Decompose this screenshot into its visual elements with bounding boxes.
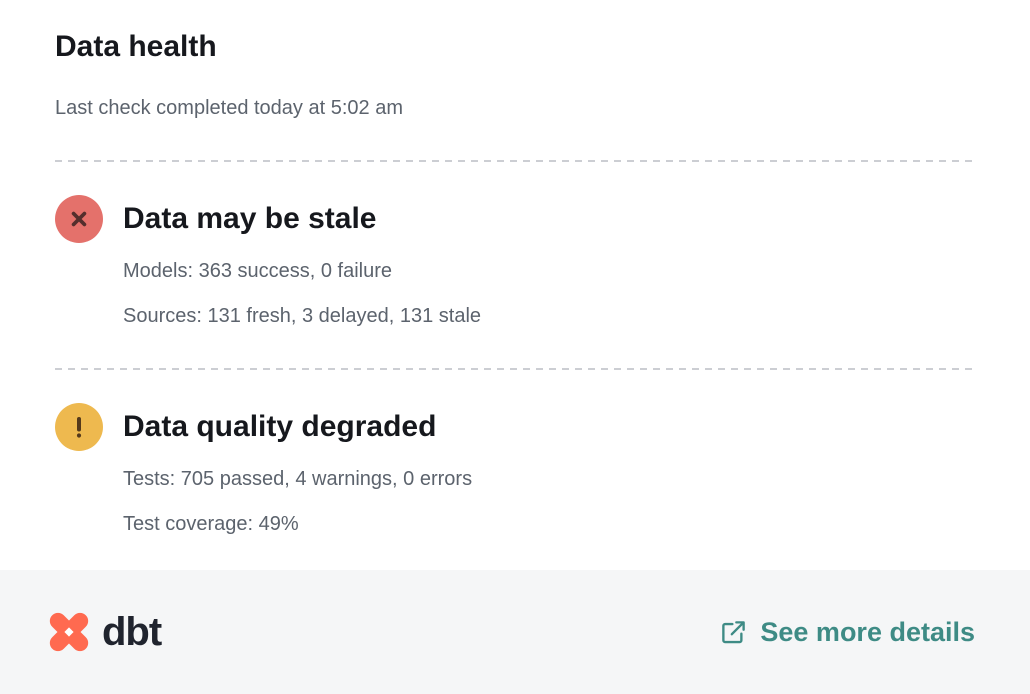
status-section-staleness: Data may be stale Models: 363 success, 0…: [55, 194, 975, 328]
status-details: Models: 363 success, 0 failure Sources: …: [123, 260, 975, 328]
test-coverage-line: Test coverage: 49%: [123, 512, 299, 535]
status-title: Data quality degraded: [123, 409, 437, 443]
status-details: Tests: 705 passed, 4 warnings, 0 errors …: [123, 468, 975, 536]
card-footer: dbt See more details: [0, 570, 1030, 694]
dbt-logo-icon: [49, 612, 89, 652]
x-circle-icon: [55, 194, 103, 243]
brand-name: dbt: [102, 609, 162, 654]
card-content: Data health Last check completed today a…: [55, 30, 975, 536]
dbt-brand: dbt: [46, 609, 162, 655]
external-link-icon: [722, 620, 746, 643]
status-title: Data may be stale: [123, 201, 377, 235]
last-check-timestamp: Last check completed today at 5:02 am: [55, 96, 403, 119]
see-more-details-link[interactable]: See more details: [720, 617, 975, 648]
status-section-quality: Data quality degraded Tests: 705 passed,…: [55, 402, 975, 536]
dashed-divider: [55, 367, 975, 370]
tests-status-line: Tests: 705 passed, 4 warnings, 0 errors: [123, 467, 473, 490]
exclamation-circle-icon: [55, 402, 103, 451]
models-status-line: Models: 363 success, 0 failure: [123, 259, 393, 282]
see-more-details-label: See more details: [760, 616, 975, 647]
page-title: Data health: [55, 30, 217, 63]
sources-status-line: Sources: 131 fresh, 3 delayed, 131 stale: [123, 304, 482, 327]
dashed-divider: [55, 159, 975, 162]
